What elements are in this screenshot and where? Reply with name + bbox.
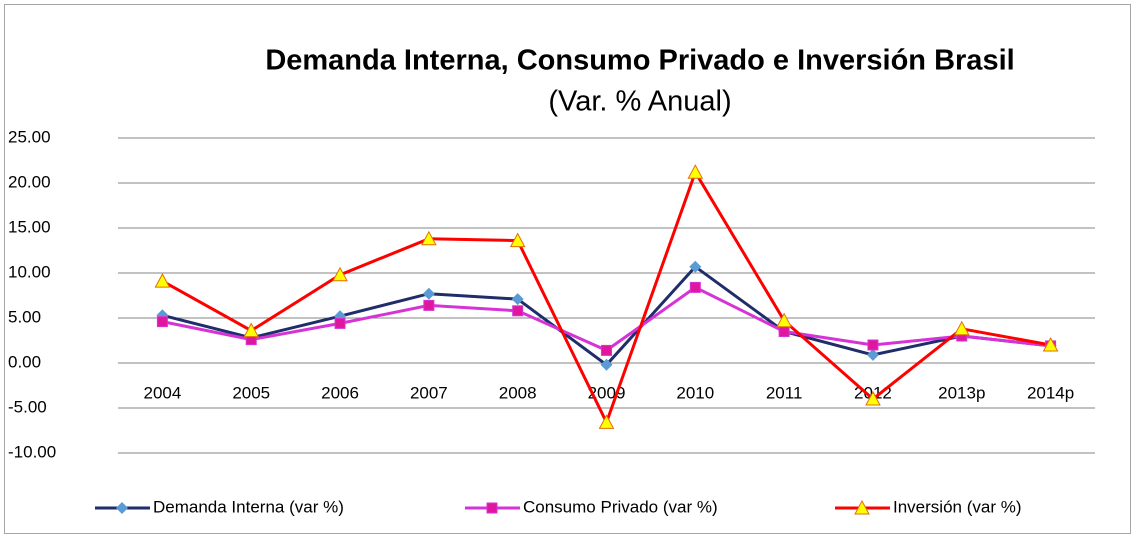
data-point bbox=[512, 305, 524, 317]
data-point bbox=[1042, 336, 1059, 352]
y-tick-label: 5.00 bbox=[8, 307, 41, 326]
data-point bbox=[600, 358, 613, 371]
data-point bbox=[865, 390, 881, 406]
legend-marker bbox=[854, 499, 870, 515]
data-point bbox=[422, 287, 435, 300]
x-tick-label: 2005 bbox=[232, 383, 270, 402]
data-point bbox=[689, 260, 702, 273]
legend-label: Demanda Interna (var %) bbox=[153, 497, 344, 516]
x-tick-label: 2010 bbox=[676, 383, 714, 402]
data-point bbox=[421, 230, 437, 246]
y-tick-label: -10.00 bbox=[8, 442, 56, 461]
data-point bbox=[778, 326, 790, 337]
x-tick-label: 2013p bbox=[938, 383, 985, 402]
data-point bbox=[866, 348, 879, 361]
legend-marker bbox=[486, 502, 498, 514]
data-point bbox=[601, 344, 612, 356]
data-point bbox=[776, 312, 792, 328]
data-point bbox=[511, 293, 524, 306]
chart-frame bbox=[4, 4, 1131, 534]
data-point bbox=[689, 281, 701, 293]
data-point bbox=[334, 317, 346, 329]
data-point bbox=[423, 299, 435, 311]
x-tick-label: 2014p bbox=[1027, 383, 1074, 402]
y-tick-label: 10.00 bbox=[8, 262, 51, 281]
legend-marker bbox=[116, 502, 128, 514]
data-point bbox=[598, 414, 615, 429]
y-tick-label: -5.00 bbox=[8, 397, 47, 416]
legend-label: Consumo Privado (var %) bbox=[523, 497, 718, 516]
y-tick-label: 25.00 bbox=[8, 127, 51, 146]
chart-title: Demanda Interna, Consumo Privado e Inver… bbox=[265, 45, 1014, 77]
data-point bbox=[332, 266, 348, 282]
data-point bbox=[243, 322, 260, 338]
chart-subtitle: (Var. % Anual) bbox=[548, 86, 731, 118]
data-point bbox=[156, 316, 168, 328]
x-tick-label: 2004 bbox=[143, 383, 181, 402]
data-point bbox=[953, 320, 970, 336]
y-tick-label: 0.00 bbox=[8, 352, 41, 371]
data-point bbox=[154, 273, 171, 288]
x-tick-label: 2007 bbox=[410, 383, 448, 402]
y-tick-label: 15.00 bbox=[8, 217, 51, 236]
legend-label: Inversión (var %) bbox=[893, 497, 1021, 516]
x-tick-label: 2006 bbox=[321, 383, 359, 402]
x-tick-label: 2011 bbox=[766, 383, 803, 402]
y-tick-label: 20.00 bbox=[8, 172, 51, 191]
data-point bbox=[687, 164, 704, 179]
data-point bbox=[509, 232, 526, 248]
data-point bbox=[867, 339, 879, 351]
x-tick-label: 2008 bbox=[499, 383, 537, 402]
